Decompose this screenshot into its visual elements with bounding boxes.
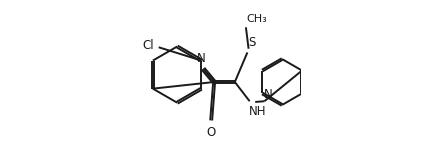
- Text: O: O: [206, 126, 216, 139]
- Text: Cl: Cl: [143, 39, 154, 52]
- Text: N: N: [264, 88, 273, 102]
- Text: N: N: [196, 52, 205, 65]
- Text: NH: NH: [249, 105, 266, 118]
- Text: S: S: [248, 36, 256, 50]
- Text: CH₃: CH₃: [247, 14, 268, 24]
